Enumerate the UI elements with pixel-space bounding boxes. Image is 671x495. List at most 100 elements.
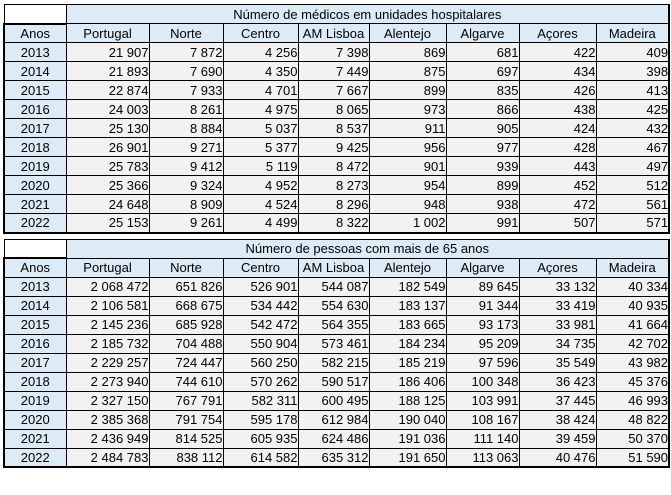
value-cell[interactable]: 8 472: [297, 156, 370, 176]
value-cell[interactable]: 954: [368, 175, 447, 195]
year-cell[interactable]: 2014: [3, 295, 67, 316]
value-cell[interactable]: 89 645: [445, 276, 520, 297]
year-cell[interactable]: 2022: [3, 213, 67, 234]
value-cell[interactable]: 939: [445, 156, 520, 176]
value-cell[interactable]: 8 884: [148, 118, 224, 138]
value-cell[interactable]: 191 650: [368, 447, 447, 468]
year-cell[interactable]: 2014: [3, 61, 67, 81]
value-cell[interactable]: 42 702: [595, 333, 671, 354]
value-cell[interactable]: 8 065: [297, 99, 370, 119]
value-cell[interactable]: 25 130: [65, 118, 150, 138]
value-cell[interactable]: 443: [518, 156, 597, 176]
value-cell[interactable]: 36 423: [518, 371, 597, 392]
value-cell[interactable]: 612 984: [297, 409, 370, 430]
column-header-acores[interactable]: Açores: [518, 23, 597, 43]
value-cell[interactable]: 512: [595, 175, 671, 195]
value-cell[interactable]: 838 112: [148, 447, 224, 468]
value-cell[interactable]: 835: [445, 80, 520, 100]
value-cell[interactable]: 40 935: [595, 295, 671, 316]
year-cell[interactable]: 2019: [3, 390, 67, 411]
year-cell[interactable]: 2015: [3, 80, 67, 100]
value-cell[interactable]: 595 178: [222, 409, 299, 430]
value-cell[interactable]: 38 424: [518, 409, 597, 430]
value-cell[interactable]: 8 273: [297, 175, 370, 195]
value-cell[interactable]: 938: [445, 194, 520, 214]
value-cell[interactable]: 2 106 581: [65, 295, 150, 316]
value-cell[interactable]: 542 472: [222, 314, 299, 335]
column-header-portugal[interactable]: Portugal: [65, 23, 150, 43]
value-cell[interactable]: 744 610: [148, 371, 224, 392]
value-cell[interactable]: 37 445: [518, 390, 597, 411]
value-cell[interactable]: 191 036: [368, 428, 447, 449]
year-cell[interactable]: 2021: [3, 428, 67, 449]
value-cell[interactable]: 9 324: [148, 175, 224, 195]
value-cell[interactable]: 26 901: [65, 137, 150, 157]
value-cell[interactable]: 590 517: [297, 371, 370, 392]
value-cell[interactable]: 973: [368, 99, 447, 119]
value-cell[interactable]: 8 296: [297, 194, 370, 214]
value-cell[interactable]: 5 037: [222, 118, 299, 138]
value-cell[interactable]: 41 664: [595, 314, 671, 335]
table-title[interactable]: Número de médicos em unidades hospitalar…: [65, 4, 671, 24]
value-cell[interactable]: 40 334: [595, 276, 671, 297]
year-cell[interactable]: 2021: [3, 194, 67, 214]
value-cell[interactable]: 651 826: [148, 276, 224, 297]
value-cell[interactable]: 681: [445, 42, 520, 62]
value-cell[interactable]: 605 935: [222, 428, 299, 449]
value-cell[interactable]: 5 119: [222, 156, 299, 176]
value-cell[interactable]: 7 872: [148, 42, 224, 62]
value-cell[interactable]: 526 901: [222, 276, 299, 297]
value-cell[interactable]: 33 981: [518, 314, 597, 335]
year-cell[interactable]: 2016: [3, 99, 67, 119]
value-cell[interactable]: 33 419: [518, 295, 597, 316]
value-cell[interactable]: 956: [368, 137, 447, 157]
value-cell[interactable]: 467: [595, 137, 671, 157]
value-cell[interactable]: 668 675: [148, 295, 224, 316]
value-cell[interactable]: 186 406: [368, 371, 447, 392]
column-header-madeira[interactable]: Madeira: [595, 257, 671, 278]
value-cell[interactable]: 814 525: [148, 428, 224, 449]
value-cell[interactable]: 183 665: [368, 314, 447, 335]
value-cell[interactable]: 550 904: [222, 333, 299, 354]
value-cell[interactable]: 624 486: [297, 428, 370, 449]
value-cell[interactable]: 4 952: [222, 175, 299, 195]
value-cell[interactable]: 4 350: [222, 61, 299, 81]
table-title[interactable]: Número de pessoas com mais de 65 anos: [65, 238, 671, 259]
value-cell[interactable]: 425: [595, 99, 671, 119]
value-cell[interactable]: 560 250: [222, 352, 299, 373]
value-cell[interactable]: 432: [595, 118, 671, 138]
value-cell[interactable]: 422: [518, 42, 597, 62]
value-cell[interactable]: 901: [368, 156, 447, 176]
value-cell[interactable]: 39 459: [518, 428, 597, 449]
value-cell[interactable]: 108 167: [445, 409, 520, 430]
year-cell[interactable]: 2013: [3, 276, 67, 297]
value-cell[interactable]: 7 398: [297, 42, 370, 62]
value-cell[interactable]: 704 488: [148, 333, 224, 354]
column-header-acores[interactable]: Açores: [518, 257, 597, 278]
column-header-anos[interactable]: Anos: [3, 22, 67, 43]
value-cell[interactable]: 534 442: [222, 295, 299, 316]
value-cell[interactable]: 767 791: [148, 390, 224, 411]
value-cell[interactable]: 2 185 732: [65, 333, 150, 354]
value-cell[interactable]: 182 549: [368, 276, 447, 297]
value-cell[interactable]: 46 993: [595, 390, 671, 411]
value-cell[interactable]: 22 874: [65, 80, 150, 100]
value-cell[interactable]: 51 590: [595, 447, 671, 468]
value-cell[interactable]: 35 549: [518, 352, 597, 373]
value-cell[interactable]: 21 907: [65, 42, 150, 62]
value-cell[interactable]: 497: [595, 156, 671, 176]
column-header-am-lisboa[interactable]: AM Lisboa: [297, 23, 370, 43]
column-header-algarve[interactable]: Algarve: [445, 257, 520, 278]
value-cell[interactable]: 413: [595, 80, 671, 100]
value-cell[interactable]: 184 234: [368, 333, 447, 354]
value-cell[interactable]: 33 132: [518, 276, 597, 297]
value-cell[interactable]: 570 262: [222, 371, 299, 392]
value-cell[interactable]: 7 449: [297, 61, 370, 81]
value-cell[interactable]: 113 063: [445, 447, 520, 468]
value-cell[interactable]: 724 447: [148, 352, 224, 373]
value-cell[interactable]: 4 975: [222, 99, 299, 119]
column-header-centro[interactable]: Centro: [222, 23, 299, 43]
value-cell[interactable]: 614 582: [222, 447, 299, 468]
value-cell[interactable]: 2 229 257: [65, 352, 150, 373]
value-cell[interactable]: 9 425: [297, 137, 370, 157]
